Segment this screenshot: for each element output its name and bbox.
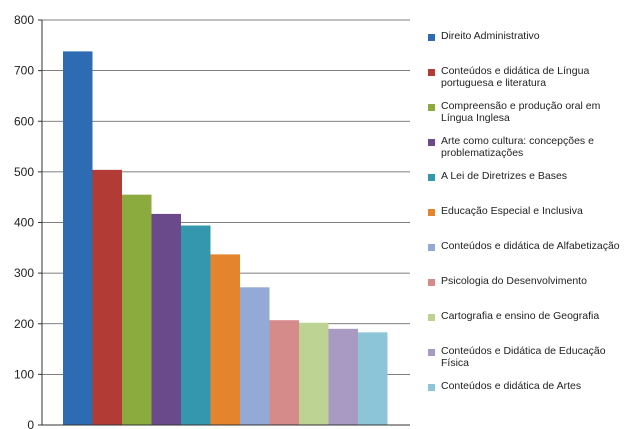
y-tick-label: 200 [14, 317, 34, 331]
y-tick-label: 800 [14, 13, 34, 27]
y-tick-label: 500 [14, 165, 34, 179]
bar [328, 328, 358, 425]
bar [92, 169, 122, 425]
legend-swatch [428, 174, 435, 181]
legend-item: Arte como cultura: concepções e problema… [428, 135, 634, 159]
bar [122, 194, 152, 425]
y-tick-label: 100 [14, 367, 34, 381]
legend-item: Conteúdos e Didática de Educação Física [428, 345, 634, 369]
y-tick-label: 700 [14, 64, 34, 78]
y-tick-label: 600 [14, 114, 34, 128]
bars [63, 51, 388, 425]
legend-label: Educação Especial e Inclusiva [441, 205, 583, 217]
legend-swatch [428, 384, 435, 391]
y-tick-label: 300 [14, 266, 34, 280]
legend-swatch [428, 244, 435, 251]
legend-swatch [428, 34, 435, 41]
legend-item: Cartografia e ensino de Geografia [428, 310, 634, 322]
legend-label: Compreensão e produção oral em Língua In… [441, 100, 601, 124]
legend-item: Conteúdos e didática de Artes [428, 380, 634, 392]
legend-item: Psicologia do Desenvolvimento [428, 275, 634, 287]
legend-item: Direito Administrativo [428, 30, 634, 42]
legend-label: Cartografia e ensino de Geografia [441, 310, 600, 322]
bar [299, 322, 329, 425]
bar [269, 320, 299, 425]
legend-item: Conteúdos e didática de Alfabetização [428, 240, 634, 252]
legend-label: Conteúdos e Didática de Educação Física [441, 345, 606, 369]
y-axis: 0 100 200 300 400 500 600 700 800 [14, 13, 410, 429]
bar [181, 225, 211, 425]
legend-item: Conteúdos e didática de Língua portugues… [428, 65, 634, 89]
legend-label: Direito Administrativo [441, 30, 540, 42]
y-tick-label: 400 [14, 216, 34, 230]
legend-item: Educação Especial e Inclusiva [428, 205, 634, 217]
legend-swatch [428, 69, 435, 76]
legend-label: Conteúdos e didática de Artes [441, 380, 582, 392]
legend-swatch [428, 279, 435, 286]
legend-label: Conteúdos e didática de Língua portugues… [441, 65, 590, 89]
bar [151, 213, 181, 425]
bar [63, 51, 93, 425]
legend-label: Psicologia do Desenvolvimento [441, 275, 587, 287]
legend-swatch [428, 314, 435, 321]
legend-swatch [428, 209, 435, 216]
legend-item: Compreensão e produção oral em Língua In… [428, 100, 634, 124]
legend-item: A Lei de Diretrizes e Bases [428, 170, 634, 182]
legend-label: A Lei de Diretrizes e Bases [441, 170, 568, 182]
legend-swatch [428, 139, 435, 146]
bar [358, 332, 388, 425]
legend-label: Conteúdos e didática de Alfabetização [441, 240, 620, 252]
y-tick-label: 0 [27, 418, 34, 429]
legend-swatch [428, 349, 435, 356]
bar [210, 254, 240, 425]
legend-swatch [428, 104, 435, 111]
legend-label: Arte como cultura: concepções e problema… [441, 135, 594, 159]
bar [240, 287, 270, 425]
